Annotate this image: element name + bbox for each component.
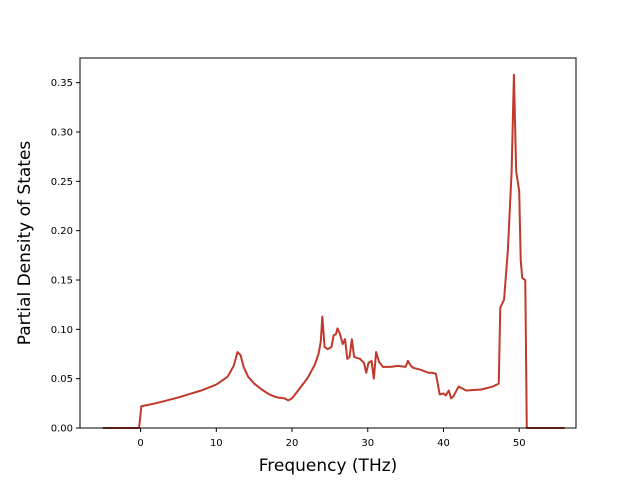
y-tick-label: 0.15: [51, 276, 73, 287]
y-tick-label: 0.20: [51, 226, 73, 237]
y-tick-label: 0.05: [51, 374, 73, 385]
x-tick-label: 0: [137, 438, 143, 449]
plot-area: [80, 58, 576, 428]
ticks-layer: 0 10 20 30 40 50 0.00 0.05 0.10 0.15 0.20 0.25 0.30 0…: [51, 78, 526, 449]
x-tick-label: 30: [361, 438, 374, 449]
x-tick-label: 10: [210, 438, 223, 449]
series-layer: [102, 73, 565, 429]
y-tick-label: 0.00: [51, 424, 73, 435]
series-line: [102, 73, 565, 429]
x-tick-label: 40: [437, 438, 450, 449]
plot-frame: [79, 57, 577, 429]
x-axis-label: Frequency (THz): [259, 456, 398, 476]
y-axis-label: Partial Density of States: [15, 141, 35, 346]
x-tick-label: 50: [513, 438, 526, 449]
y-tick-label: 0.35: [51, 78, 73, 89]
y-tick-label: 0.30: [51, 128, 73, 139]
x-tick-label: 20: [286, 438, 299, 449]
y-tick-label: 0.25: [51, 177, 73, 188]
y-tick-label: 0.10: [51, 325, 73, 336]
